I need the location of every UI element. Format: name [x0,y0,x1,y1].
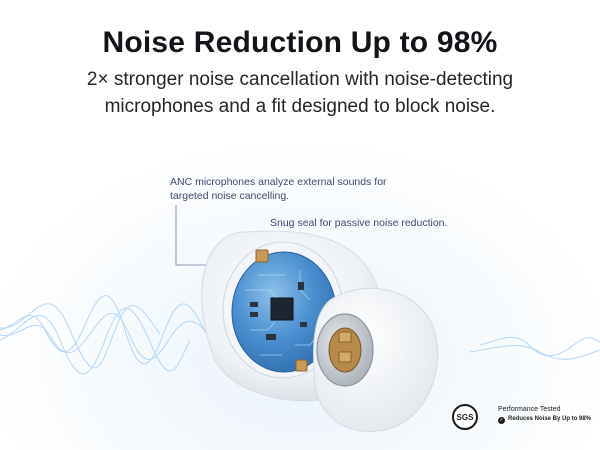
certification-badge: SGS Performance Tested ✓ Reduces Noise By… [452,398,592,434]
anc-callout: ANC microphones analyze external sounds … [170,176,387,202]
anc-microphone [255,249,269,263]
badge-title: Performance Tested [498,406,561,413]
badge-claim-row: ✓ Reduces Noise By Up to 98% [498,416,591,424]
check-icon: ✓ [498,417,505,424]
driver-core [328,327,362,373]
seal-callout: Snug seal for passive noise reduction. [270,217,448,229]
driver-contact [338,351,352,363]
processor-chip [270,297,294,321]
sgs-seal-icon: SGS [452,404,478,430]
page-title: Noise Reduction Up to 98% [102,26,498,59]
anc-microphone [295,359,308,372]
badge-claim: Reduces Noise By Up to 98% [508,416,592,422]
driver-contact [338,331,352,343]
board-components [250,282,307,340]
sound-waves [0,295,600,375]
page-subtitle: 2× stronger noise cancellation with nois… [86,69,514,117]
